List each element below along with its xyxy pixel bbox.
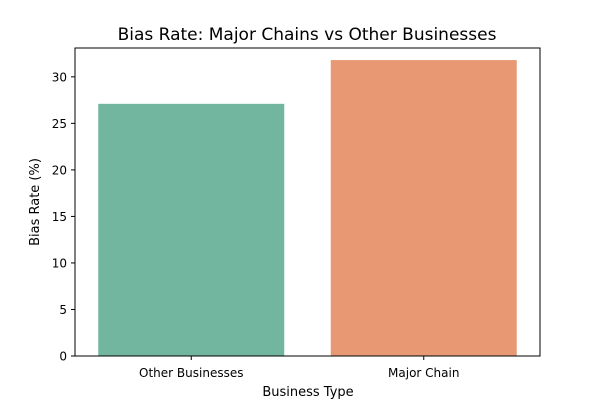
bar-major-chain — [330, 60, 517, 356]
x-axis-label: Business Type — [262, 385, 353, 400]
y-tick-label: 10 — [52, 256, 67, 270]
bar-other-businesses — [98, 103, 285, 357]
plot-area: Other Businesses Major Chain 0 5 10 15 20 25 30 — [52, 47, 541, 380]
y-tick-label: 0 — [59, 350, 67, 364]
plot-frame — [74, 47, 541, 357]
y-tick-label: 20 — [52, 163, 67, 177]
y-tick-label: 15 — [52, 210, 67, 224]
x-tick-label: Major Chain — [388, 366, 459, 380]
y-tick-label: 5 — [59, 303, 67, 317]
x-tick-label: Other Businesses — [139, 366, 243, 380]
y-tick-label: 30 — [52, 70, 67, 84]
y-tick-label: 25 — [52, 117, 67, 131]
chart-title: Bias Rate: Major Chains vs Other Busines… — [118, 25, 497, 45]
y-axis-label: Bias Rate (%) — [28, 158, 43, 246]
